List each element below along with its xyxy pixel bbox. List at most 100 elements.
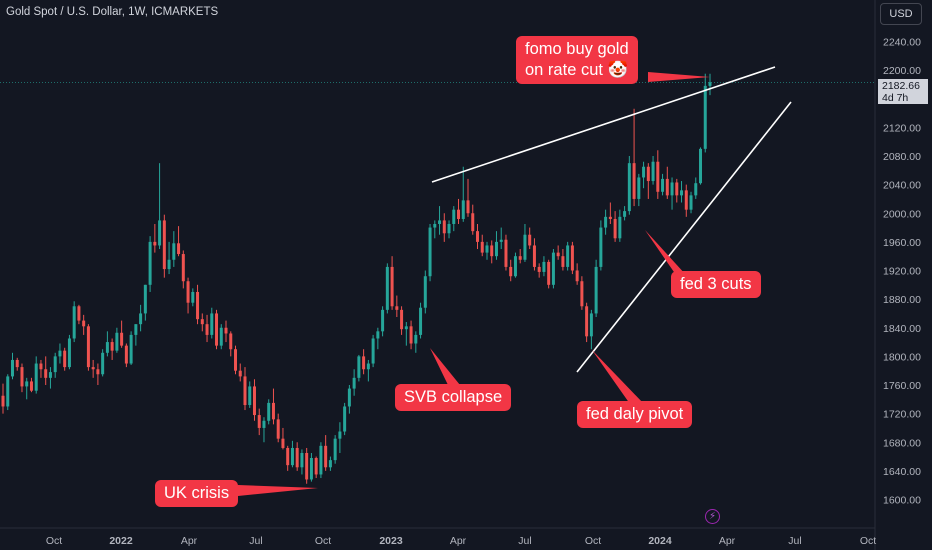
candle-body	[542, 261, 546, 272]
y-tick-label: 1640.00	[883, 466, 921, 478]
candle-body	[200, 319, 204, 325]
candle-body	[39, 363, 43, 370]
candle-body	[627, 163, 631, 212]
candle-body	[29, 381, 33, 391]
candle-body	[570, 245, 574, 271]
candle-body	[343, 406, 347, 432]
candle-body	[172, 243, 176, 260]
candle-body	[665, 178, 669, 196]
candle-body	[395, 306, 399, 310]
annotation-fomo-buy-gold: fomo buy gold on rate cut 🤡	[516, 36, 638, 84]
candle-body	[433, 223, 437, 228]
candle-body	[219, 327, 223, 346]
annotation-svb-collapse: SVB collapse	[395, 384, 512, 411]
symbol-title: Gold Spot / U.S. Dollar, 1W, ICMARKETS	[6, 6, 219, 18]
candle-body	[10, 359, 14, 377]
lightning-bolt-icon[interactable]: ⚡	[705, 509, 720, 524]
candle-body	[442, 220, 446, 234]
candle-body	[613, 218, 617, 239]
candle-body	[656, 161, 660, 192]
candle-body	[680, 190, 684, 196]
candle-body	[708, 82, 712, 86]
y-tick-label: 1760.00	[883, 380, 921, 392]
candle-body	[532, 245, 536, 267]
candle-body	[580, 281, 584, 307]
candle-body	[414, 334, 418, 344]
candle-body	[148, 241, 152, 285]
callout-pointer-fed3	[645, 230, 686, 275]
y-tick-label: 2000.00	[883, 208, 921, 220]
candle-body	[556, 252, 560, 257]
candle-body	[561, 256, 565, 267]
candle-body	[438, 220, 442, 224]
annotation-fed-3-cuts: fed 3 cuts	[671, 271, 761, 298]
x-tick-label: Oct	[46, 535, 62, 547]
candle-body	[471, 213, 475, 232]
candle-body	[153, 241, 157, 246]
candle-body	[423, 276, 427, 308]
currency-selector-button[interactable]: USD	[880, 3, 922, 25]
y-tick-label: 2200.00	[883, 65, 921, 77]
candle-body	[224, 327, 228, 334]
candle-body	[684, 190, 688, 210]
candle-body	[404, 326, 408, 330]
candle-body	[309, 457, 313, 480]
candle-body	[63, 350, 67, 368]
callout-pointer-pivot	[592, 350, 644, 404]
candle-body	[385, 266, 389, 310]
candle-body	[575, 270, 579, 282]
candle-body	[461, 200, 465, 219]
callout-pointer-fomo	[648, 72, 710, 82]
candle-body	[34, 363, 38, 391]
candle-body	[523, 234, 527, 260]
candle-body	[115, 332, 119, 351]
candle-body	[15, 359, 19, 368]
x-tick-label: Oct	[860, 535, 876, 547]
candle-body	[352, 377, 356, 389]
candle-body	[604, 216, 608, 228]
candle-body	[338, 431, 342, 439]
candle-body	[110, 342, 114, 351]
candle-body	[82, 320, 86, 327]
candle-body	[286, 447, 290, 466]
x-tick-label: Jul	[249, 535, 262, 547]
candle-body	[105, 342, 109, 353]
candle-body	[319, 445, 323, 475]
candle-body	[215, 313, 219, 346]
candle-body	[238, 370, 242, 377]
candle-body	[485, 245, 489, 253]
candle-body	[466, 200, 470, 214]
candle-body	[618, 216, 622, 239]
candle-body	[585, 306, 589, 337]
candle-body	[366, 363, 370, 370]
candle-body	[314, 457, 318, 475]
candle-body	[234, 349, 238, 371]
trendline-upper	[431, 66, 776, 183]
candle-body	[452, 209, 456, 224]
candle-body	[632, 163, 636, 199]
candle-body	[243, 376, 247, 406]
candle-body	[637, 177, 641, 199]
annotation-fed-daly-pivot: fed daly pivot	[577, 401, 693, 428]
candle-body	[191, 291, 195, 303]
x-tick-label: Oct	[315, 535, 331, 547]
candle-body	[699, 148, 703, 184]
candle-body	[162, 220, 166, 270]
candle-body	[494, 241, 498, 257]
candle-body	[646, 166, 650, 182]
candle-body	[608, 216, 612, 219]
candle-body	[694, 183, 698, 196]
candle-body	[537, 266, 541, 272]
candle-body	[158, 220, 162, 246]
candle-body	[181, 254, 185, 282]
candle-body	[205, 324, 209, 335]
last-price-value: 2182.66	[882, 80, 920, 92]
candle-body	[124, 345, 128, 364]
candle-body	[490, 245, 494, 257]
candle-body	[589, 313, 593, 337]
candle-body	[703, 85, 707, 149]
candle-body	[267, 402, 271, 421]
candle-body	[457, 209, 461, 219]
